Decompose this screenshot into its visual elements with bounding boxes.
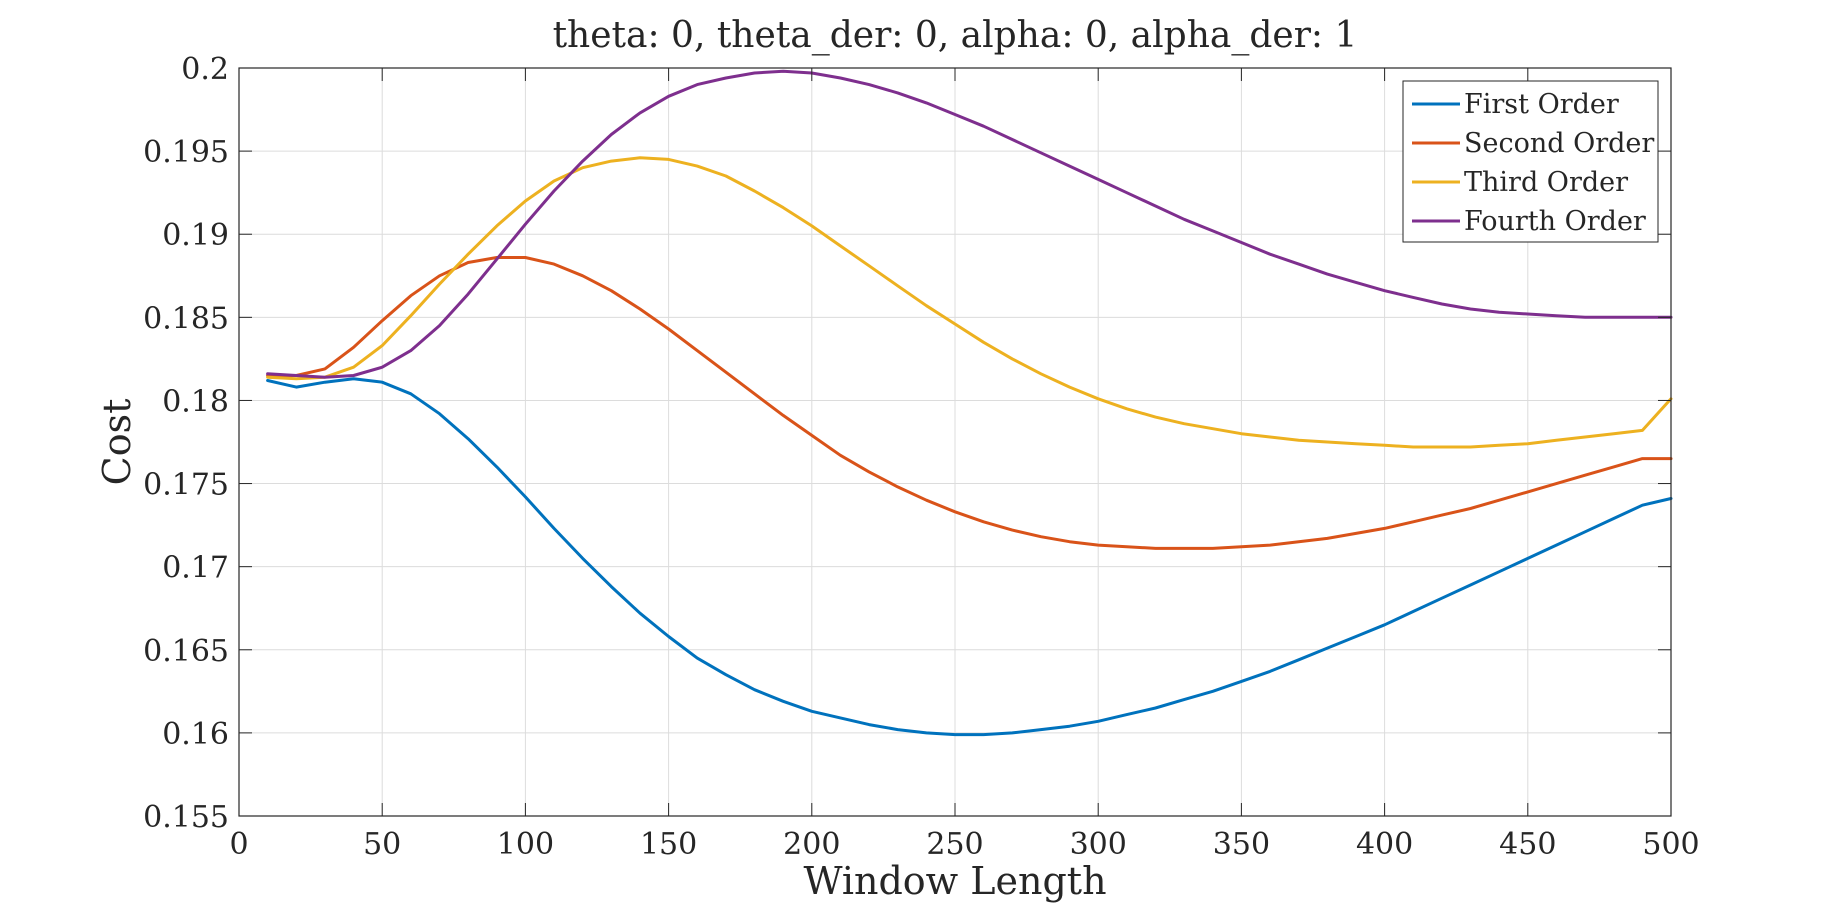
legend-label-second-order: Second Order [1464, 128, 1654, 159]
y-tick-label: 0.185 [143, 301, 229, 336]
y-tick-label: 0.175 [143, 468, 229, 503]
x-tick-label: 350 [1213, 827, 1270, 862]
y-tick-label: 0.19 [162, 218, 229, 253]
x-tick-label: 100 [497, 827, 554, 862]
y-tick-label: 0.16 [162, 717, 229, 752]
legend-label-fourth-order: Fourth Order [1464, 206, 1646, 237]
y-tick-label: 0.195 [143, 135, 229, 170]
x-axis-label: Window Length [803, 859, 1106, 903]
y-tick-label: 0.155 [143, 800, 229, 835]
y-tick-label: 0.165 [143, 634, 229, 669]
y-tick-label: 0.18 [162, 384, 229, 419]
y-tick-label: 0.2 [181, 52, 229, 87]
chart-title: theta: 0, theta_der: 0, alpha: 0, alpha_… [553, 15, 1358, 56]
x-axis-ticks: 0 50 100 150 200 250 300 350 400 450 500 [229, 68, 1700, 862]
x-tick-label: 500 [1642, 827, 1699, 862]
x-tick-label: 0 [229, 827, 248, 862]
x-tick-label: 250 [926, 827, 983, 862]
y-axis-ticks: 0.155 0.16 0.165 0.17 0.175 0.18 0.185 0.19 0.19… [143, 52, 1671, 835]
legend-label-first-order: First Order [1464, 89, 1619, 120]
series-line-first-order [266, 377, 1673, 737]
x-tick-label: 400 [1356, 827, 1413, 862]
series-line-fourth-order [266, 69, 1673, 379]
y-tick-label: 0.17 [162, 551, 229, 586]
x-tick-label: 200 [783, 827, 840, 862]
legend-label-third-order: Third Order [1464, 167, 1628, 198]
series-lines [266, 69, 1673, 737]
legend: First Order Second Order Third Order Fourth… [1402, 80, 1659, 243]
legend-box [1402, 80, 1659, 243]
x-tick-label: 50 [363, 827, 401, 862]
x-tick-label: 300 [1070, 827, 1127, 862]
series-line-third-order [266, 156, 1673, 449]
series-line-second-order [266, 256, 1673, 550]
x-tick-label: 150 [640, 827, 697, 862]
y-axis-label: Cost [95, 399, 139, 486]
x-tick-label: 450 [1499, 827, 1556, 862]
